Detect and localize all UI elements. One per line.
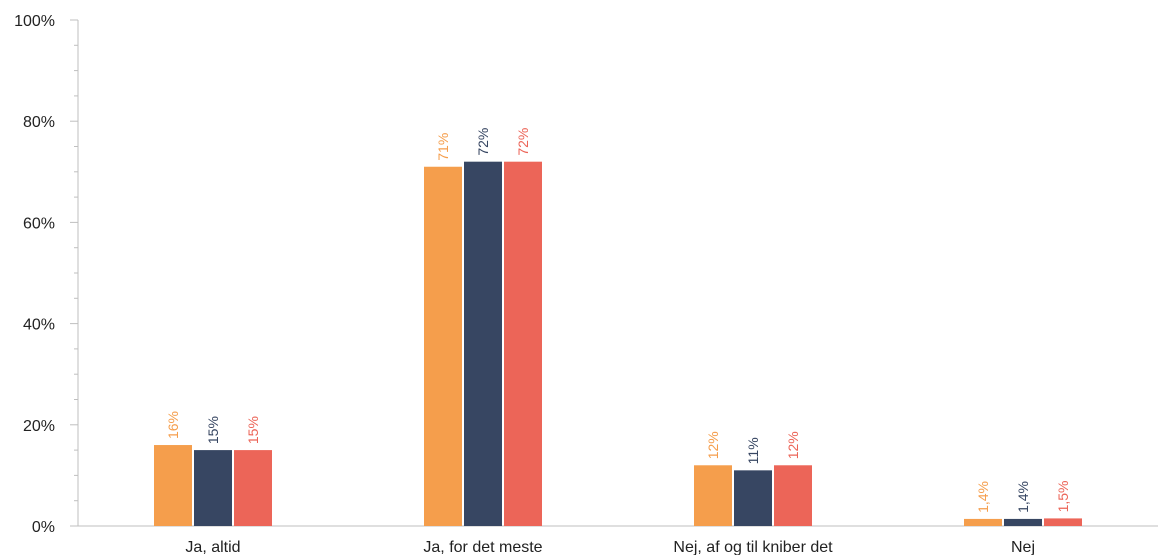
y-tick-label: 40%	[23, 317, 55, 334]
data-label: 15%	[245, 416, 261, 444]
data-label: 71%	[435, 133, 451, 161]
data-label: 12%	[785, 431, 801, 459]
bar	[154, 445, 192, 526]
data-label: 11%	[745, 437, 761, 464]
bar	[424, 166, 462, 527]
x-category-label: Ja, altid	[185, 539, 240, 555]
data-labels: 16% 15% 15% 71% 72% 72% 12% 11% 12% 1,4% 1,4% 1,5%	[165, 128, 1071, 513]
y-tick-label: 0%	[32, 519, 55, 536]
data-label: 16%	[165, 411, 181, 439]
y-tick-label: 60%	[23, 215, 55, 232]
x-category-label: Ja, for det meste	[423, 539, 542, 555]
bar	[234, 450, 272, 526]
x-category-label: Nej, af og til kniber det	[673, 539, 833, 555]
bar	[1004, 518, 1042, 526]
axes: 0% 20% 40% 60% 80% 100% Ja, altid Ja, for det m…	[14, 13, 1158, 555]
data-label: 1,5%	[1055, 480, 1071, 512]
bar	[734, 470, 772, 526]
data-label: 1,4%	[1015, 481, 1031, 513]
bar	[964, 518, 1002, 526]
data-label: 15%	[205, 416, 221, 444]
y-tick-label: 80%	[23, 114, 55, 131]
data-label: 1,4%	[975, 481, 991, 513]
bars	[154, 161, 1082, 527]
y-tick-label: 100%	[14, 13, 55, 30]
data-label: 72%	[475, 128, 491, 156]
bar	[774, 465, 812, 526]
bar	[464, 161, 502, 526]
x-category-label: Nej	[1011, 539, 1035, 555]
data-label: 72%	[515, 128, 531, 156]
bar	[194, 450, 232, 526]
bar	[504, 161, 542, 526]
y-tick-label: 20%	[23, 418, 55, 435]
bar	[1044, 518, 1082, 526]
data-label: 12%	[705, 431, 721, 459]
bar	[694, 465, 732, 526]
